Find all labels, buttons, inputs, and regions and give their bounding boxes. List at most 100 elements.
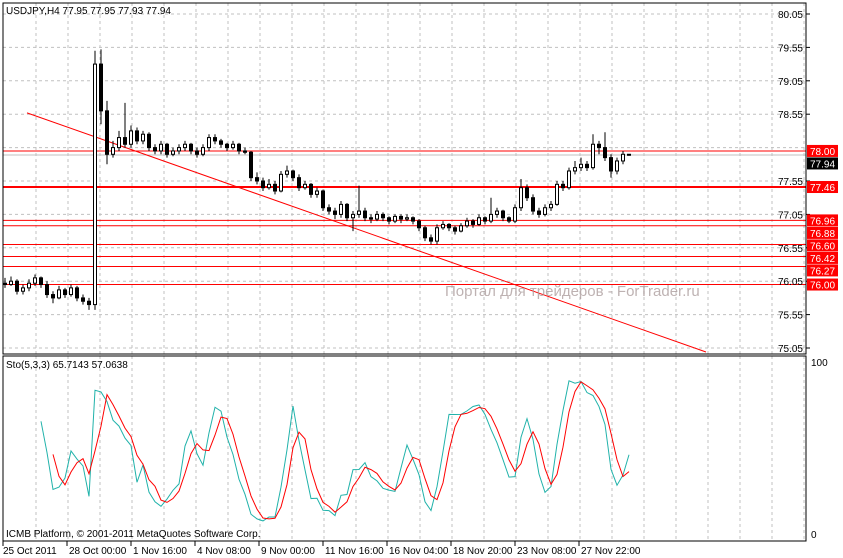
bull-candle [459, 225, 463, 232]
bear-candle [81, 297, 85, 302]
bear-candle [237, 143, 241, 152]
bear-candle [189, 143, 193, 152]
bear-candle [603, 147, 607, 159]
bear-candle [87, 300, 91, 306]
watermark: Портал для трейдеров - ForTrader.ru [445, 283, 700, 300]
bear-candle [273, 183, 277, 192]
bull-candle [513, 207, 517, 222]
bear-candle [507, 217, 511, 222]
symbol-header: USDJPY,H4 77.95 77.95 77.93 77.94 [6, 6, 171, 17]
bear-candle [333, 210, 337, 215]
bear-candle [165, 143, 169, 155]
bull-candle [357, 210, 361, 215]
bear-candle [627, 153, 631, 156]
price-tick-label: 75.55 [778, 311, 803, 322]
level-label: 78.00 [810, 147, 835, 158]
bear-candle [609, 157, 613, 172]
current-price-label-box [807, 157, 838, 170]
bull-candle [405, 217, 409, 220]
price-panel-frame [2, 2, 807, 355]
bear-candle [327, 207, 331, 212]
bear-candle [525, 187, 529, 199]
bear-candle [381, 213, 385, 219]
time-tick-label: 1 Nov 16:00 [133, 546, 187, 557]
bear-candle [471, 220, 475, 225]
bear-candle [369, 217, 373, 220]
bull-candle [57, 289, 61, 299]
bear-candle [15, 280, 19, 292]
bull-candle [27, 282, 31, 289]
bear-candle [453, 227, 457, 232]
price-tick-label: 76.05 [778, 277, 803, 288]
price-tick-label: 77.05 [778, 210, 803, 221]
trendline[interactable] [26, 112, 707, 353]
time-tick-label: 18 Nov 20:00 [453, 546, 513, 557]
bear-candle [3, 282, 7, 286]
bear-candle [123, 137, 127, 145]
time-tick-label: 16 Nov 04:00 [389, 546, 449, 557]
bull-candle [171, 150, 175, 155]
time-axis[interactable]: 25 Oct 2011 28 Oct 00:00 1 Nov 16:00 4 Nov … [2, 541, 641, 557]
level-label: 77.46 [810, 183, 835, 194]
bull-candle [489, 213, 493, 222]
bear-candle [447, 223, 451, 229]
stochastic-signal-line [52, 381, 630, 520]
bull-candle [567, 170, 571, 189]
time-tick-label: 11 Nov 16:00 [325, 546, 384, 557]
bull-candle [141, 133, 145, 142]
bull-candle [69, 287, 73, 296]
bull-candle [375, 213, 379, 220]
level-label: 76.00 [810, 281, 835, 292]
level-label: 76.96 [810, 216, 835, 227]
bear-candle [399, 215, 403, 220]
level-label-box [807, 251, 838, 264]
bear-candle [561, 183, 565, 189]
bear-candle [411, 217, 415, 222]
price-tick-label: 76.55 [778, 244, 803, 255]
bull-candle [543, 207, 547, 215]
bull-candle [393, 215, 397, 222]
bear-candle [75, 287, 79, 299]
bear-candle [297, 177, 301, 189]
time-tick-label: 25 Oct 2011 [3, 546, 57, 557]
price-tick-label: 79.05 [778, 77, 803, 88]
level-label-box [807, 181, 838, 194]
bull-candle [207, 137, 211, 149]
bull-candle [351, 213, 355, 219]
bull-candle [615, 160, 619, 172]
indicator-label: Sto(5,3,3) 65.7143 57.0638 [6, 360, 128, 371]
bull-candle [621, 153, 625, 162]
bull-candle [117, 137, 121, 149]
bull-candle [279, 173, 283, 192]
bear-candle [63, 289, 67, 296]
price-tick-label: 80.05 [778, 10, 803, 21]
stochastic-indicator [40, 380, 630, 522]
bull-candle [339, 203, 343, 215]
bull-candle [591, 143, 595, 169]
bull-candle [579, 163, 583, 169]
bull-candle [555, 183, 559, 205]
level-label: 76.60 [810, 241, 835, 252]
bull-candle [129, 130, 133, 145]
current-price-label: 77.94 [810, 159, 835, 170]
candles [3, 49, 631, 310]
level-label: 76.88 [810, 229, 835, 240]
bull-candle [477, 217, 481, 225]
bull-candle [573, 167, 577, 172]
price-axis[interactable]: 80.05 79.55 79.05 78.55 77.55 77.05 76.55 76.05… [778, 10, 810, 355]
bear-candle [537, 210, 541, 215]
time-tick-label: 23 Nov 08:00 [517, 546, 577, 557]
bull-candle [93, 63, 97, 306]
bear-candle [51, 294, 55, 299]
bear-candle [249, 151, 253, 179]
level-label: 76.27 [810, 266, 835, 277]
bear-candle [45, 284, 49, 296]
stochastic-main-line [40, 380, 630, 522]
bear-candle [105, 110, 109, 155]
bear-candle [597, 143, 601, 149]
bull-candle [231, 143, 235, 149]
bear-candle [135, 130, 139, 142]
horizontal-levels[interactable] [3, 150, 806, 286]
